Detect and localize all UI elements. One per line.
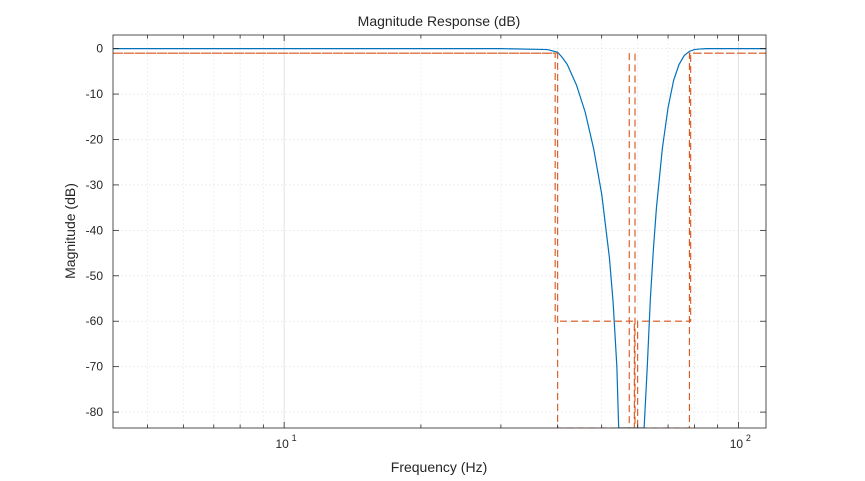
x-axis-label: Frequency (Hz) xyxy=(391,459,487,475)
plot-area xyxy=(113,35,766,428)
y-tick-label: 0 xyxy=(96,42,103,56)
y-tick-label: -50 xyxy=(86,269,104,283)
x-tick-exponent: 1 xyxy=(292,433,297,443)
x-tick-label: 10 xyxy=(275,437,289,451)
y-tick-label: -80 xyxy=(86,405,104,419)
plot-frame xyxy=(112,34,767,429)
chart-title: Magnitude Response (dB) xyxy=(358,13,521,29)
y-axis-label: Magnitude (dB) xyxy=(62,183,78,279)
x-tick-exponent: 2 xyxy=(746,433,751,443)
spec-mask-line-1 xyxy=(113,52,635,428)
response-line-0 xyxy=(113,48,766,428)
spec-mask-line-3 xyxy=(628,53,636,428)
x-tick-label: 10 xyxy=(730,437,744,451)
y-tick-label: -60 xyxy=(86,314,104,328)
y-tick-label: -40 xyxy=(86,223,104,237)
y-tick-label: -70 xyxy=(86,360,104,374)
y-tick-label: -30 xyxy=(86,178,104,192)
y-tick-label: -10 xyxy=(86,87,104,101)
y-tick-label: -20 xyxy=(86,132,104,146)
series-layer xyxy=(113,48,766,428)
